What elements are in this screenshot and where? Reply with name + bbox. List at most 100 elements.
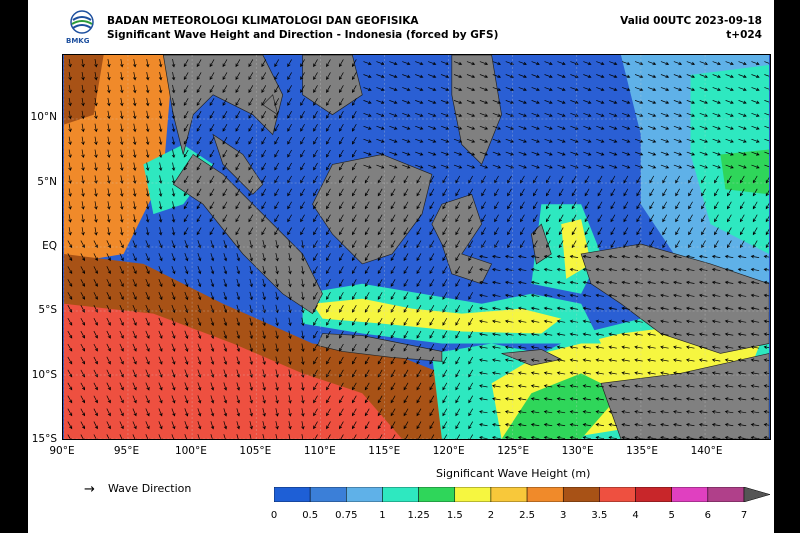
wave-arrow [737,410,747,414]
wave-arrow [300,188,305,197]
wave-arrow [623,201,629,210]
wave-arrow [158,214,163,223]
wave-arrow [647,384,656,388]
wave-arrow [339,292,344,300]
wave-arrow [453,138,463,143]
wave-arrow [520,201,525,210]
wave-arrow [727,214,732,223]
wave-arrow [132,266,137,275]
wave-arrow [210,278,215,288]
wave-arrow [608,423,617,427]
colorbar-swatch [599,487,636,502]
wave-arrow [673,423,682,427]
wave-arrow [712,87,721,91]
wave-arrow [326,408,331,417]
wave-arrow [492,151,502,156]
wave-arrow [739,214,745,223]
wave-arrow [685,435,695,439]
colorbar-tick-label: 6 [704,510,712,521]
wave-arrow [479,332,488,337]
wave-arrow [739,227,745,236]
wave-arrow [364,279,370,287]
wave-arrow [698,345,708,349]
wave-arrow [106,253,111,262]
wave-arrow [416,369,422,378]
wave-arrow [313,59,318,68]
wave-arrow [647,293,656,298]
wave-arrow [429,214,435,223]
wave-arrow [571,188,577,197]
wave-arrow [416,317,422,326]
wave-arrow [351,72,357,81]
wave-arrow [377,266,383,274]
wave-arrow [583,74,592,79]
wave-arrow [209,201,215,210]
wave-arrow [556,423,566,427]
wave-arrow [582,397,592,401]
colorbar-tick-label: 1.25 [407,510,430,521]
wave-arrow [107,71,111,81]
wave-arrow [595,293,604,298]
wave-arrow [455,421,461,430]
wave-arrow [675,227,680,236]
wave-arrow [582,410,592,414]
wave-arrow [288,408,292,417]
wave-arrow [712,164,721,169]
wave-arrow [647,125,657,130]
wave-arrow [698,358,708,362]
wave-arrow [390,317,396,326]
wave-arrow [453,112,463,117]
wave-arrow [582,435,592,439]
wave-arrow [339,162,344,171]
wave-arrow [364,343,370,352]
wave-arrow [107,123,111,133]
wave-arrow [724,410,734,414]
wave-arrow [133,227,137,236]
wave-arrow [376,151,385,156]
wave-arrow [504,410,514,414]
wave-arrow [440,87,450,91]
wave-arrow [518,151,527,156]
wave-arrow [339,421,344,430]
wave-arrow [698,306,708,311]
wave-arrow [67,292,73,300]
wave-arrow [688,188,693,197]
wave-arrow [288,278,292,288]
wave-arrow [492,164,502,169]
wave-arrow [751,74,760,79]
wave-arrow [429,408,435,417]
wave-arrow [339,434,344,439]
wave-arrow [545,227,551,236]
wave-arrow [415,87,424,91]
wave-arrow [67,279,73,287]
wave-arrow [390,266,396,274]
wave-arrow [235,201,241,210]
wave-arrow [504,319,514,324]
wave-arrow [171,356,176,365]
wave-arrow [133,84,137,94]
wave-arrow [711,319,721,324]
wave-arrow [326,162,331,171]
wave-arrow [662,188,667,197]
wave-arrow [209,98,215,106]
wave-arrow [595,319,604,324]
wave-arrow [326,149,331,158]
wave-arrow [261,175,267,184]
wave-arrow [262,395,266,404]
wave-arrow [660,112,670,117]
wave-arrow [301,304,305,314]
wave-arrow [67,305,73,313]
wave-arrow [517,423,527,427]
field-molucca-yellow [561,219,592,279]
wave-arrow [764,138,770,143]
wave-arrow [106,434,111,439]
wave-arrow [764,61,770,66]
wave-arrow [505,100,514,104]
wave-arrow [364,175,370,184]
wave-arrow [453,100,463,104]
wave-arrow [132,292,137,300]
wave-arrow [197,395,202,404]
wave-arrow [67,421,73,430]
wave-arrow [530,267,540,272]
wave-arrow [145,408,150,417]
